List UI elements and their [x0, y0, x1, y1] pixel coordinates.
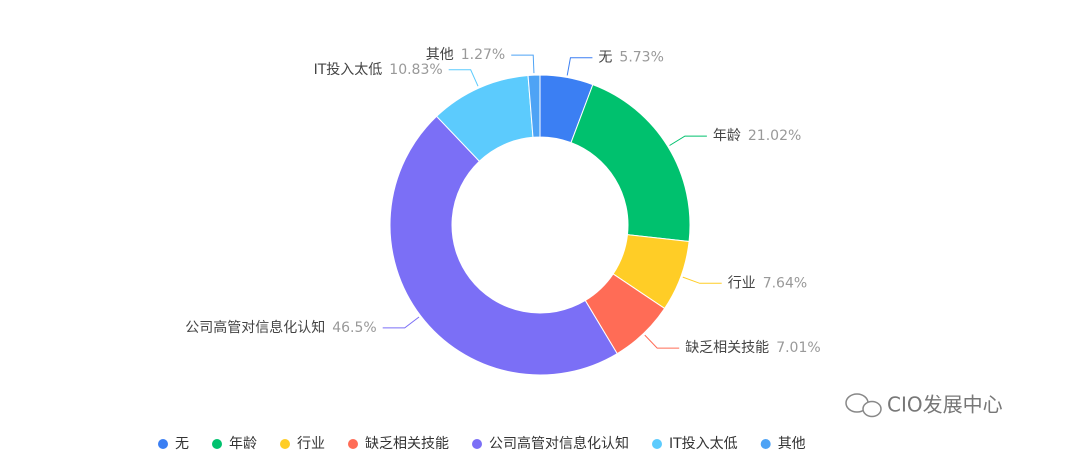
slice-value: 7.01% — [776, 340, 820, 356]
leader-line — [382, 316, 420, 329]
slice-name: 年龄 — [713, 128, 741, 144]
slice-name: 其他 — [426, 47, 454, 63]
legend-marker — [280, 439, 290, 449]
legend-marker — [212, 439, 222, 449]
slice-value: 1.27% — [461, 47, 505, 63]
slice-value: 7.64% — [763, 275, 807, 291]
legend-label: 公司高管对信息化认知 — [489, 435, 629, 452]
slice-value: 46.5% — [332, 320, 376, 336]
legend-marker — [472, 439, 482, 449]
slice-name: 行业 — [728, 275, 756, 291]
slice-label: IT投入太低 10.83% — [314, 62, 443, 78]
legend-label: 年龄 — [229, 436, 257, 452]
slice-name: 无 — [598, 50, 612, 66]
donut-slice — [389, 115, 618, 376]
donut-slice — [570, 83, 691, 243]
slice-label: 缺乏相关技能 7.01% — [685, 340, 820, 356]
legend-marker — [652, 439, 662, 449]
legend-label: IT投入太低 — [669, 436, 738, 452]
leader-line — [682, 276, 722, 284]
legend-marker — [348, 439, 358, 449]
slice-name: 缺乏相关技能 — [685, 340, 769, 356]
slice-label: 其他 1.27% — [426, 47, 505, 63]
slice-label: 行业 7.64% — [728, 275, 807, 291]
slice-label: 无 5.73% — [598, 50, 663, 66]
leader-line — [644, 334, 680, 349]
legend-label: 行业 — [297, 436, 325, 452]
leader-line — [566, 57, 593, 76]
legend-marker — [760, 439, 771, 449]
leader-line — [669, 135, 707, 146]
slice-value: 5.73% — [619, 50, 663, 66]
slice-name: IT投入太低 — [314, 62, 383, 78]
slice-name: 公司高管对信息化认知 — [185, 319, 325, 336]
donut-slice — [527, 74, 541, 138]
slice-label: 公司高管对信息化认知 46.5% — [185, 319, 376, 336]
leader-line — [511, 54, 535, 74]
legend-label: 无 — [175, 436, 189, 452]
legend-marker — [158, 439, 168, 449]
slice-value: 21.02% — [748, 128, 801, 144]
legend-label: 其他 — [778, 436, 806, 452]
leader-line — [448, 69, 479, 87]
watermark-text: CIO发展中心 — [887, 393, 1003, 417]
legend-label: 缺乏相关技能 — [365, 436, 449, 452]
slice-value: 10.83% — [389, 62, 442, 78]
slice-label: 年龄 21.02% — [713, 128, 801, 144]
watermark: CIO发展中心 — [845, 393, 1003, 418]
